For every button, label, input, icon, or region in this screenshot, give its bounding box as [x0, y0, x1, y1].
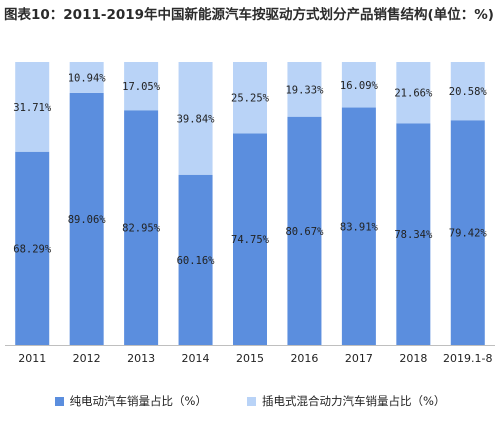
data-label-phev-2013: 17.05% [122, 81, 161, 93]
data-label-phev-2015: 25.25% [231, 93, 270, 105]
x-tick-labels: 2011 2012 2013 2014 2015 2016 2017 2018 2019.1-8 [18, 352, 492, 365]
bar-segment-phev-2017 [341, 62, 376, 108]
data-label-bev-2015: 74.75% [231, 234, 270, 246]
bar-segment-phev-2011 [15, 62, 50, 152]
data-label-bev-2012: 89.06% [68, 214, 107, 226]
data-label-phev-2012: 10.94% [68, 72, 107, 84]
x-tick-label-2018: 2018 [399, 352, 427, 365]
data-label-phev-2014: 39.84% [177, 113, 216, 125]
bar-segment-bev-2011 [15, 151, 50, 345]
data-label-phev-2019.1-8: 20.58% [449, 86, 488, 98]
bar-segment-phev-2016 [287, 62, 322, 117]
data-label-bev-2011: 68.29% [13, 243, 52, 255]
data-label-bev-2019.1-8: 79.42% [449, 228, 488, 240]
data-label-phev-2016: 19.33% [285, 84, 324, 96]
x-tick-label-2019.1-8: 2019.1-8 [443, 352, 492, 365]
bar-segment-phev-2018 [396, 62, 431, 124]
x-tick-label-2016: 2016 [290, 352, 318, 365]
x-tick-label-2012: 2012 [73, 352, 101, 365]
chart-title: 图表10：2011-2019年中国新能源汽车按驱动方式划分产品销售结构(单位：%… [4, 7, 494, 23]
data-label-bev-2016: 80.67% [285, 226, 324, 238]
bar-segment-bev-2019.1-8 [450, 120, 485, 346]
data-label-bev-2013: 82.95% [122, 223, 161, 235]
bar-segment-bev-2018 [396, 123, 431, 346]
data-label-phev-2017: 16.09% [340, 80, 379, 92]
bar-segment-bev-2015 [233, 133, 267, 345]
x-tick-label-2017: 2017 [345, 352, 373, 365]
data-label-phev-2011: 31.71% [13, 102, 52, 114]
bar-segment-phev-2014 [178, 62, 213, 175]
data-label-bev-2014: 60.16% [177, 255, 216, 267]
x-tick-label-2015: 2015 [236, 352, 264, 365]
bars-layer [15, 62, 485, 346]
x-tick-label-2013: 2013 [127, 352, 155, 365]
bar-segment-bev-2013 [124, 110, 159, 346]
bar-segment-phev-2013 [124, 62, 159, 111]
legend-swatch-bev [54, 396, 64, 406]
bar-segment-bev-2012 [69, 92, 104, 345]
legend-swatch-phev [247, 396, 256, 406]
bar-segment-bev-2016 [287, 116, 322, 345]
legend-item-phev: 插电式混合动力汽车销量占比（%） [247, 393, 445, 409]
data-label-phev-2018: 21.66% [394, 88, 433, 100]
legend-label-bev: 纯电动汽车销量占比（%） [69, 394, 207, 408]
bar-segment-phev-2015 [233, 62, 267, 134]
data-labels-layer: 68.29% 31.71% 89.06% 10.94% 82.95% 17.05% 60.1… [13, 72, 487, 266]
legend-label-phev: 插电式混合动力汽车销量占比（%） [262, 394, 446, 408]
bar-segment-bev-2014 [178, 174, 213, 345]
data-label-bev-2018: 78.34% [394, 229, 433, 241]
x-tick-label-2014: 2014 [182, 352, 210, 365]
x-tick-label-2011: 2011 [18, 352, 46, 365]
bar-segment-phev-2012 [69, 62, 104, 93]
legend: 纯电动汽车销量占比（%） 插电式混合动力汽车销量占比（%） [0, 393, 500, 409]
bar-segment-bev-2017 [341, 107, 376, 345]
legend-item-bev: 纯电动汽车销量占比（%） [54, 393, 207, 409]
data-label-bev-2017: 83.91% [340, 221, 379, 233]
bar-segment-phev-2019.1-8 [450, 62, 485, 121]
